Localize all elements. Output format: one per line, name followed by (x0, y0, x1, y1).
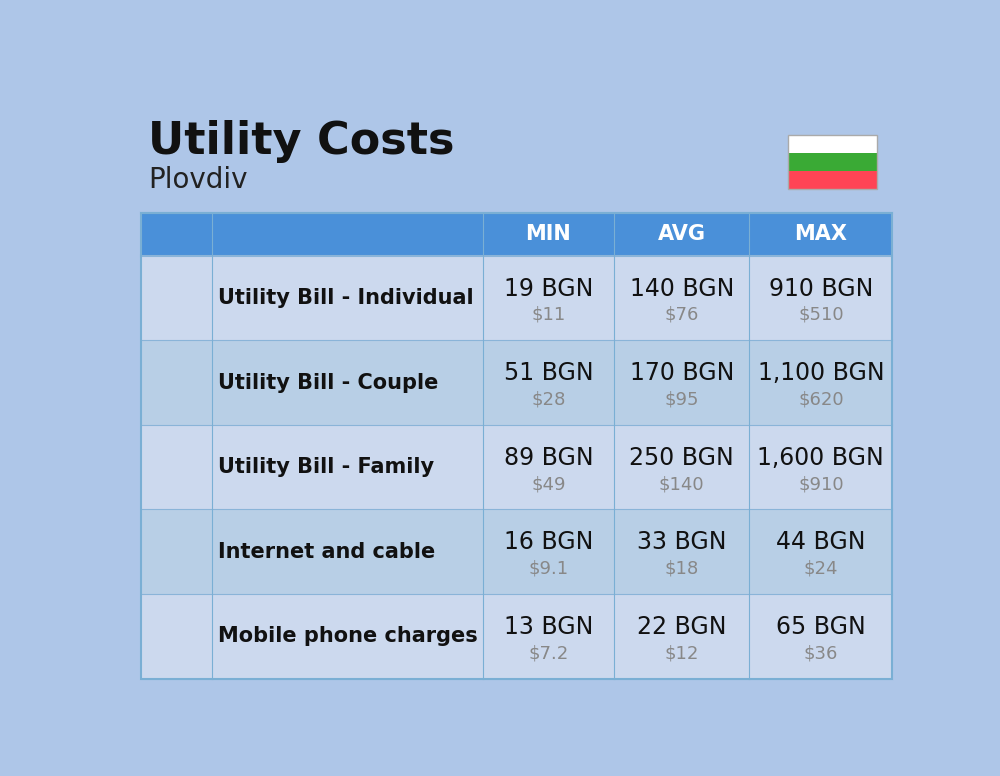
Text: $910: $910 (798, 475, 844, 493)
Bar (140, 425, 892, 510)
Text: $11: $11 (531, 306, 565, 324)
Text: $140: $140 (659, 475, 705, 493)
Text: $36: $36 (804, 644, 838, 662)
Text: Utility Bill - Family: Utility Bill - Family (218, 457, 434, 477)
Text: $510: $510 (798, 306, 844, 324)
Text: $7.2: $7.2 (528, 644, 568, 662)
Bar (788, 171, 877, 189)
Text: 910 BGN: 910 BGN (769, 276, 873, 300)
Text: 33 BGN: 33 BGN (637, 531, 727, 555)
Bar (140, 510, 892, 594)
Text: 22 BGN: 22 BGN (637, 615, 727, 639)
Text: MIN: MIN (525, 224, 571, 244)
Text: $95: $95 (665, 390, 699, 408)
Text: 19 BGN: 19 BGN (504, 276, 593, 300)
Bar (788, 135, 877, 189)
Text: Mobile phone charges: Mobile phone charges (218, 626, 478, 646)
Text: AVG: AVG (658, 224, 706, 244)
Text: 13 BGN: 13 BGN (504, 615, 593, 639)
Text: 65 BGN: 65 BGN (776, 615, 866, 639)
Text: 250 BGN: 250 BGN (629, 446, 734, 469)
Text: 1,100 BGN: 1,100 BGN (758, 362, 884, 385)
Text: $28: $28 (531, 390, 566, 408)
Bar (140, 213, 892, 679)
Text: $12: $12 (665, 644, 699, 662)
Bar (140, 213, 892, 255)
Text: 140 BGN: 140 BGN (630, 276, 734, 300)
Text: 16 BGN: 16 BGN (504, 531, 593, 555)
Text: 1,600 BGN: 1,600 BGN (757, 446, 884, 469)
Text: 170 BGN: 170 BGN (630, 362, 734, 385)
Text: 44 BGN: 44 BGN (776, 531, 866, 555)
Bar (140, 594, 892, 679)
Bar (140, 255, 892, 340)
Text: MAX: MAX (794, 224, 847, 244)
Text: $76: $76 (665, 306, 699, 324)
Bar (140, 340, 892, 425)
Text: $9.1: $9.1 (528, 559, 568, 577)
Text: Utility Bill - Couple: Utility Bill - Couple (218, 372, 438, 393)
Text: Internet and cable: Internet and cable (218, 542, 435, 562)
Bar (788, 153, 877, 171)
Text: Plovdiv: Plovdiv (148, 166, 248, 194)
Text: 89 BGN: 89 BGN (504, 446, 593, 469)
Text: $49: $49 (531, 475, 566, 493)
Text: $18: $18 (665, 559, 699, 577)
Text: 51 BGN: 51 BGN (504, 362, 593, 385)
Text: Utility Costs: Utility Costs (148, 120, 455, 163)
Bar (788, 135, 877, 153)
Text: $24: $24 (804, 559, 838, 577)
Text: Utility Bill - Individual: Utility Bill - Individual (218, 288, 474, 308)
Text: $620: $620 (798, 390, 844, 408)
